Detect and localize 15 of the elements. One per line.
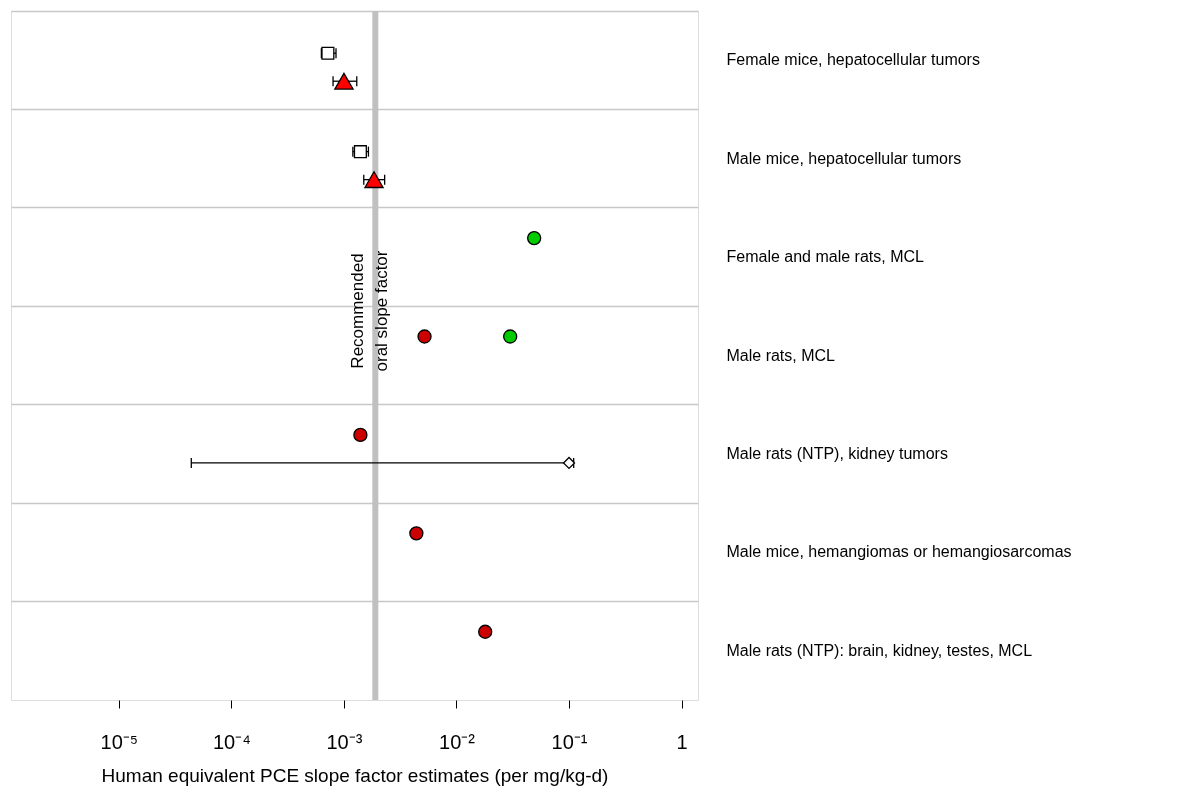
y-tick-label: Male rats (NTP), kidney tumors [726,444,948,462]
x-tick-label: 10⁻⁴ [212,730,251,753]
x-tick-label: 10⁻³ [326,730,363,753]
ref-line-label: Recommended oral slope factor [348,250,392,372]
y-tick-label: Male mice, hemangiomas or hemangiosarcomas [726,543,1072,561]
y-tick-label: Male rats (NTP): brain, kidney, testes, MCL [726,641,1033,659]
x-tick-label: 10⁻⁵ [100,730,139,753]
x-tick-label: 10⁻¹ [551,730,588,753]
x-tick-label: 1 [676,730,688,753]
y-tick-label: Female mice, hepatocellular tumors [726,51,980,69]
y-tick-label: Male rats, MCL [726,346,836,364]
x-tick-label: 10⁻² [439,730,476,753]
y-tick-label: Male mice, hepatocellular tumors [726,149,962,167]
x-axis-title: Human equivalent PCE slope factor estimates (per mg/kg-d) [101,764,609,786]
y-tick-label: Female and male rats, MCL [726,248,925,266]
